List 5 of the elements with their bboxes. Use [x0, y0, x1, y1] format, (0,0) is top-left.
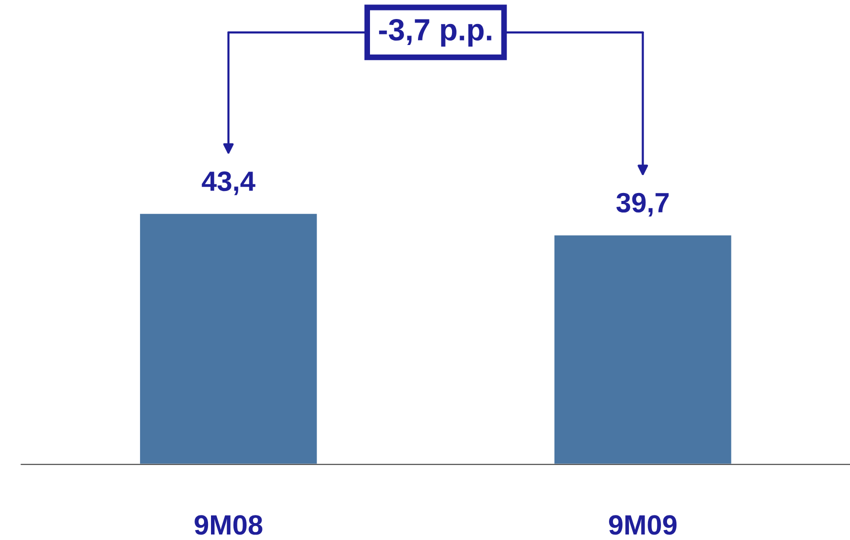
data-label: 43,4	[202, 171, 256, 196]
x-tick-label: 9M08	[194, 515, 262, 535]
x-tick-label: 9M09	[609, 515, 677, 535]
data-label: 39,7	[616, 192, 669, 217]
text: -3,7 p.p.	[379, 18, 492, 47]
